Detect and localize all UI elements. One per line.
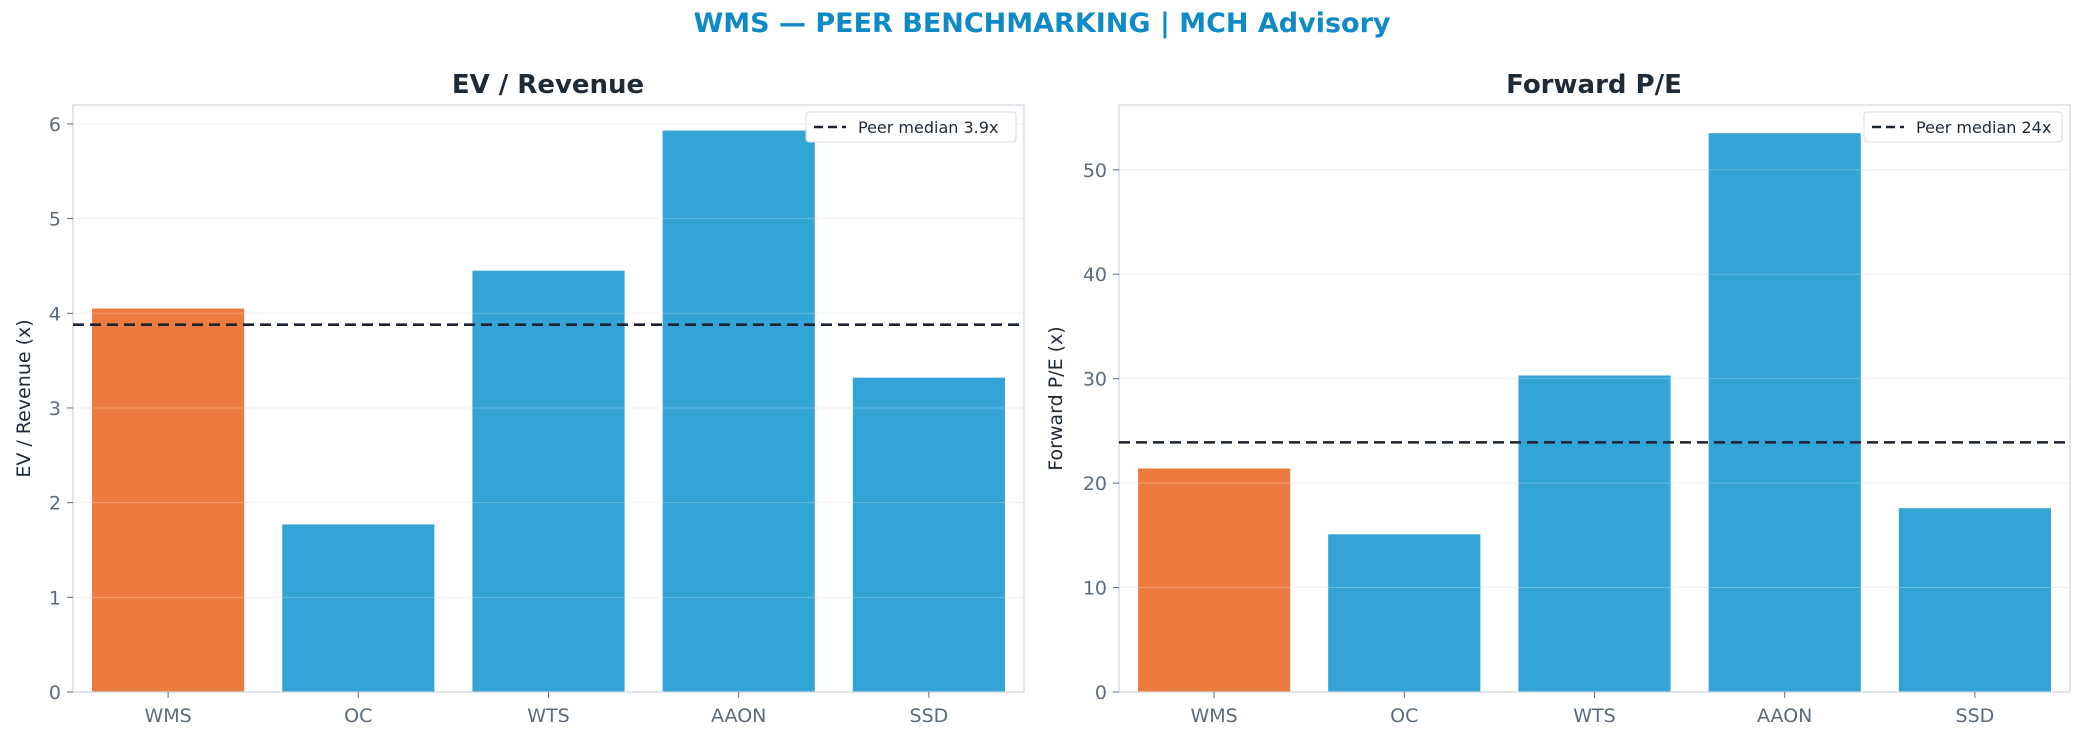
bar-oc: [1328, 534, 1481, 692]
figure-title: WMS — PEER BENCHMARKING | MCH Advisory: [693, 8, 1391, 39]
bar-aaon: [1708, 133, 1861, 693]
y-tick-label: 0: [49, 682, 61, 704]
x-tick-label: WTS: [1573, 705, 1615, 727]
y-tick-label: 6: [49, 114, 61, 136]
y-tick-label: 10: [1083, 578, 1107, 600]
x-tick-label: SSD: [1956, 705, 1995, 727]
bar-ssd: [852, 377, 1005, 692]
x-tick-label: AAON: [1757, 705, 1812, 727]
bar-aaon: [662, 130, 815, 693]
x-tick-label: WMS: [144, 705, 191, 727]
bar-wts: [1518, 375, 1671, 692]
y-tick-label: 2: [49, 493, 61, 515]
bar-wms: [1138, 468, 1291, 692]
y-tick-label: 0: [1095, 682, 1107, 704]
y-tick-label: 50: [1083, 160, 1107, 182]
bar-oc: [282, 524, 435, 692]
bar-wts: [472, 270, 625, 692]
y-tick-label: 1: [49, 587, 61, 609]
legend-box: [805, 111, 1017, 143]
x-tick-label: WMS: [1190, 705, 1237, 727]
x-tick-label: SSD: [910, 705, 949, 727]
panel-forward-pe: WMS OC WTS AAON SSD 0 10 20 30 40 50 Forward P/E For…: [1045, 70, 2071, 727]
y-tick-label: 20: [1083, 473, 1107, 495]
panel-title: Forward P/E: [1506, 70, 1682, 100]
y-axis-label: Forward P/E (x): [1045, 326, 1067, 470]
y-tick-label: 3: [49, 398, 61, 420]
panel-title: EV / Revenue: [452, 70, 644, 100]
bar-wms: [92, 308, 245, 692]
x-tick-label: AAON: [711, 705, 766, 727]
legend-box: [1863, 111, 2063, 143]
y-tick-label: 4: [49, 303, 61, 325]
x-tick-label: OC: [344, 705, 372, 727]
bar-ssd: [1898, 508, 2051, 692]
x-tick-label: WTS: [527, 705, 569, 727]
y-tick-label: 30: [1083, 369, 1107, 391]
legend-label: Peer median 24x: [1916, 118, 2051, 137]
y-tick-label: 40: [1083, 264, 1107, 286]
y-tick-label: 5: [49, 209, 61, 231]
y-axis-label: EV / Revenue (x): [13, 319, 35, 477]
panel-ev-revenue: WMS OC WTS AAON SSD 0 1 2 3 4 5 6 EV / Revenue EV / R…: [13, 70, 1025, 727]
legend-label: Peer median 3.9x: [858, 118, 998, 137]
x-tick-label: OC: [1390, 705, 1418, 727]
